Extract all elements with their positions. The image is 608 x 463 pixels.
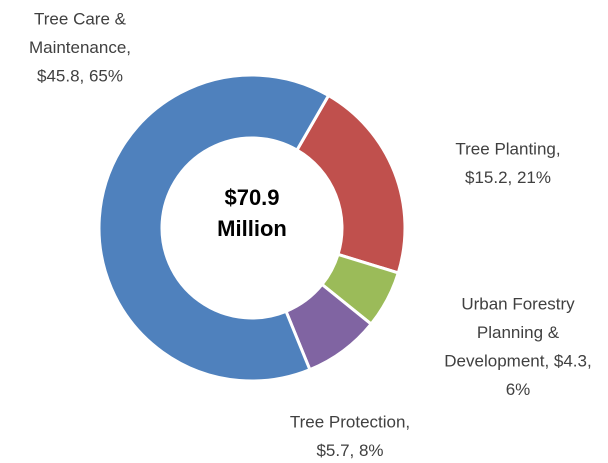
data-label: $45.8, 65% (37, 66, 123, 85)
data-label: $5.7, 8% (316, 441, 383, 460)
data-label: 6% (506, 380, 531, 399)
data-label: Development, $4.3, (444, 351, 591, 370)
center-label: $70.9 (224, 185, 279, 210)
data-label: Urban Forestry (461, 294, 575, 313)
data-label: Tree Care & (34, 9, 127, 28)
donut-slice (97, 73, 331, 383)
data-label: $15.2, 21% (465, 168, 551, 187)
data-label: Maintenance, (29, 38, 131, 57)
data-label: Tree Protection, (290, 412, 410, 431)
center-label: Million (217, 216, 287, 241)
data-label: Tree Planting, (455, 139, 560, 158)
data-label: Planning & (477, 323, 560, 342)
